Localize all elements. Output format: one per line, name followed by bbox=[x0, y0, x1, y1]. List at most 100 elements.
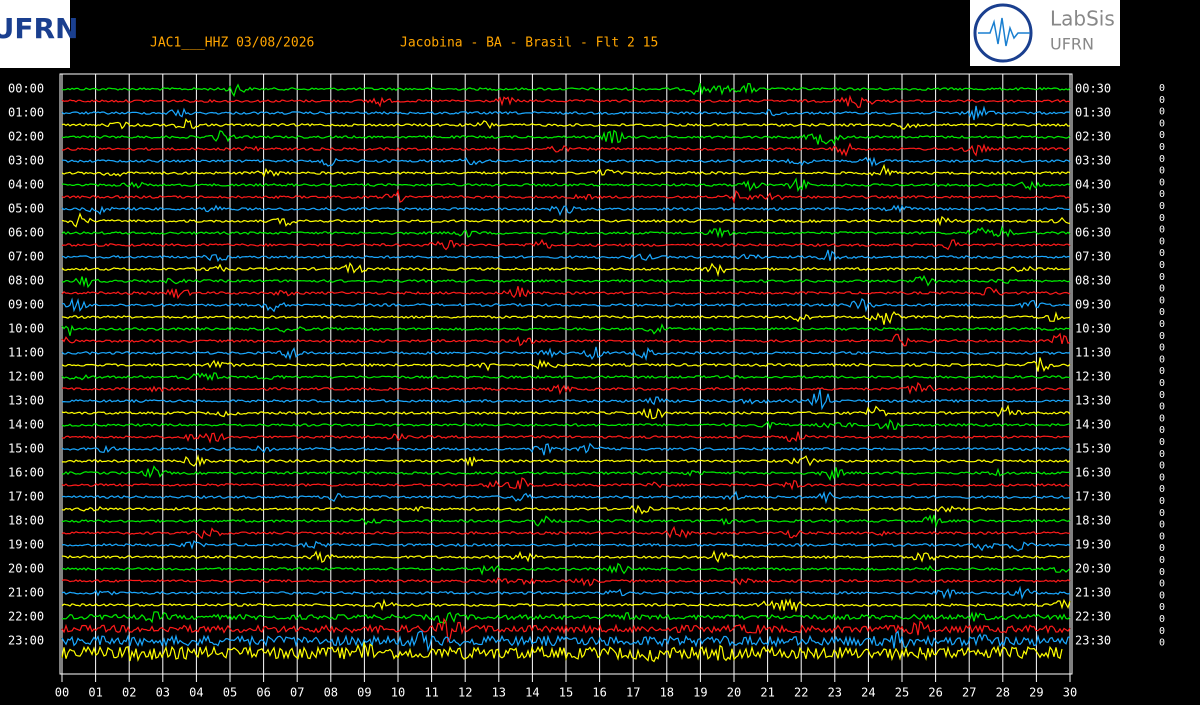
x-tick-label: 05 bbox=[223, 686, 237, 700]
trace bbox=[61, 549, 1071, 563]
trace bbox=[61, 163, 1071, 178]
row-label-left: 18:00 bbox=[8, 514, 44, 528]
row-label-right: 23:30 bbox=[1075, 634, 1111, 648]
row-label-right: 07:30 bbox=[1075, 250, 1111, 264]
trace bbox=[61, 514, 1071, 529]
right-value: 0 bbox=[1159, 201, 1165, 212]
right-value: 0 bbox=[1159, 260, 1165, 271]
row-label-right: 17:30 bbox=[1075, 490, 1111, 504]
x-tick-label: 30 bbox=[1063, 686, 1077, 700]
row-label-right: 22:30 bbox=[1075, 610, 1111, 624]
trace bbox=[62, 454, 1071, 468]
right-value: 0 bbox=[1159, 95, 1165, 106]
right-value: 0 bbox=[1159, 555, 1165, 566]
row-label-left: 04:00 bbox=[8, 178, 44, 192]
row-label-right: 16:30 bbox=[1075, 466, 1111, 480]
right-value: 0 bbox=[1159, 366, 1165, 377]
right-value: 0 bbox=[1159, 307, 1165, 318]
trace bbox=[61, 94, 1071, 109]
right-value: 0 bbox=[1159, 295, 1165, 306]
x-tick-label: 10 bbox=[391, 686, 405, 700]
x-tick-label: 18 bbox=[660, 686, 674, 700]
right-value: 0 bbox=[1159, 496, 1165, 507]
right-value: 0 bbox=[1159, 378, 1165, 389]
trace bbox=[61, 617, 1071, 643]
right-value: 0 bbox=[1159, 248, 1165, 259]
row-label-right: 09:30 bbox=[1075, 298, 1111, 312]
trace bbox=[61, 525, 1071, 540]
trace bbox=[61, 286, 1071, 300]
x-tick-label: 01 bbox=[88, 686, 102, 700]
right-value: 0 bbox=[1159, 590, 1165, 601]
x-tick-label: 12 bbox=[458, 686, 472, 700]
row-label-left: 05:00 bbox=[8, 202, 44, 216]
trace bbox=[61, 323, 1071, 336]
x-tick-label: 04 bbox=[189, 686, 203, 700]
trace bbox=[61, 212, 1071, 228]
right-value: 0 bbox=[1159, 567, 1165, 578]
row-label-left: 17:00 bbox=[8, 490, 44, 504]
right-value: 0 bbox=[1159, 177, 1165, 188]
station-title: JAC1___HHZ 03/08/2026 bbox=[150, 36, 314, 51]
trace bbox=[61, 261, 1071, 278]
right-value: 0 bbox=[1159, 508, 1165, 519]
row-label-right: 21:30 bbox=[1075, 586, 1111, 600]
right-value: 0 bbox=[1159, 626, 1165, 637]
x-tick-label: 27 bbox=[962, 686, 976, 700]
right-value: 0 bbox=[1159, 154, 1165, 165]
row-label-right: 12:30 bbox=[1075, 370, 1111, 384]
trace bbox=[62, 297, 1071, 313]
trace bbox=[61, 188, 1071, 204]
x-tick-label: 23 bbox=[828, 686, 842, 700]
right-value: 0 bbox=[1159, 354, 1165, 365]
logo-ring bbox=[973, 3, 1033, 63]
row-label-right: 01:30 bbox=[1075, 106, 1111, 120]
right-value: 0 bbox=[1159, 83, 1165, 94]
trace bbox=[61, 404, 1071, 420]
right-value: 0 bbox=[1159, 543, 1165, 554]
right-value: 0 bbox=[1159, 236, 1165, 247]
trace bbox=[61, 249, 1071, 263]
x-tick-label: 20 bbox=[727, 686, 741, 700]
trace bbox=[61, 418, 1071, 431]
logo-right-title: LabSis bbox=[1050, 7, 1115, 31]
right-value: 0 bbox=[1159, 272, 1165, 283]
right-value: 0 bbox=[1159, 449, 1165, 460]
trace bbox=[61, 389, 1071, 411]
right-value: 0 bbox=[1159, 614, 1165, 625]
right-value: 0 bbox=[1159, 130, 1165, 141]
x-tick-label: 08 bbox=[324, 686, 338, 700]
trace bbox=[61, 225, 1071, 239]
trace bbox=[61, 442, 1071, 456]
trace bbox=[61, 381, 1071, 396]
x-tick-label: 02 bbox=[122, 686, 136, 700]
right-value: 0 bbox=[1159, 107, 1165, 118]
trace bbox=[61, 118, 1071, 130]
right-value: 0 bbox=[1159, 142, 1165, 153]
row-label-right: 11:30 bbox=[1075, 346, 1111, 360]
trace bbox=[61, 105, 1071, 121]
trace bbox=[61, 465, 1071, 481]
x-tick-label: 13 bbox=[492, 686, 506, 700]
x-tick-label: 15 bbox=[559, 686, 573, 700]
x-tick-label: 09 bbox=[357, 686, 371, 700]
trace bbox=[61, 238, 1071, 251]
trace bbox=[61, 539, 1071, 552]
x-tick-label: 06 bbox=[256, 686, 270, 700]
trace bbox=[61, 490, 1071, 505]
trace bbox=[62, 156, 1071, 168]
x-tick-label: 16 bbox=[592, 686, 606, 700]
row-label-left: 12:00 bbox=[8, 370, 44, 384]
row-label-left: 06:00 bbox=[8, 226, 44, 240]
row-label-right: 10:30 bbox=[1075, 322, 1111, 336]
row-label-left: 14:00 bbox=[8, 418, 44, 432]
trace bbox=[61, 310, 1071, 325]
row-label-left: 00:00 bbox=[8, 82, 44, 96]
right-value: 0 bbox=[1159, 520, 1165, 531]
row-label-left: 13:00 bbox=[8, 394, 44, 408]
right-value: 0 bbox=[1159, 213, 1165, 224]
right-value: 0 bbox=[1159, 166, 1165, 177]
row-label-left: 10:00 bbox=[8, 322, 44, 336]
row-label-left: 11:00 bbox=[8, 346, 44, 360]
